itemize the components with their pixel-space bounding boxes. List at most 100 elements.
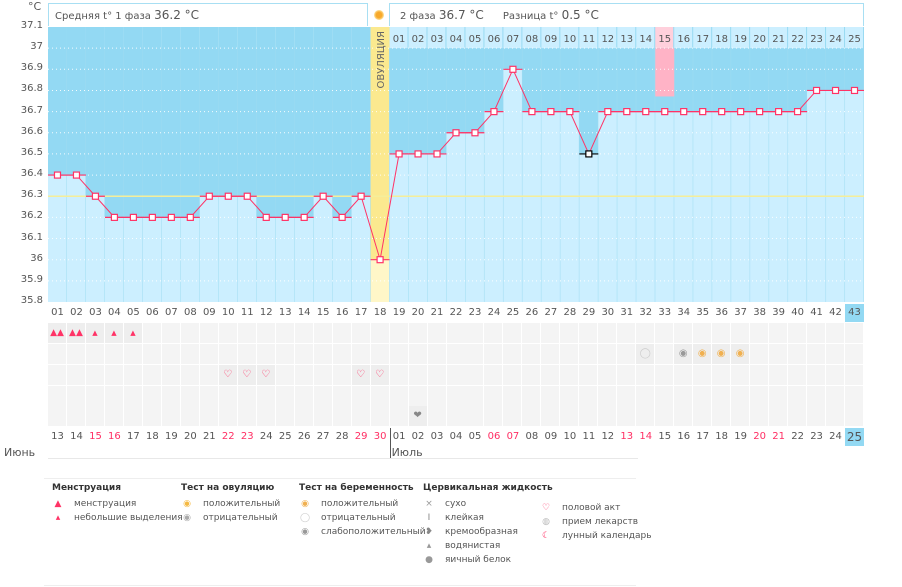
cycle-day-label[interactable]: 11 — [240, 307, 254, 318]
day-cell[interactable] — [541, 386, 560, 406]
day-cell[interactable] — [180, 323, 199, 343]
day-cell[interactable] — [351, 386, 370, 406]
date-label[interactable]: 26 — [297, 431, 311, 442]
day-cell[interactable] — [484, 344, 503, 364]
cycle-day-label[interactable]: 18 — [373, 307, 387, 318]
day-cell[interactable] — [826, 406, 845, 426]
day-cell[interactable] — [313, 365, 332, 385]
day-cell[interactable] — [788, 323, 807, 343]
day-cell[interactable] — [104, 386, 123, 406]
day-cell[interactable] — [408, 323, 427, 343]
cycle-day-label[interactable]: 25 — [506, 307, 520, 318]
day-cell[interactable] — [275, 365, 294, 385]
day-cell[interactable] — [807, 406, 826, 426]
date-label[interactable]: 16 — [677, 431, 691, 442]
date-label[interactable]: 23 — [240, 431, 254, 442]
day-cell[interactable] — [427, 344, 446, 364]
day-cell[interactable] — [807, 344, 826, 364]
date-label[interactable]: 30 — [373, 431, 387, 442]
day-cell[interactable] — [199, 406, 218, 426]
day-cell[interactable] — [731, 406, 750, 426]
cycle-day-label[interactable]: 14 — [297, 307, 311, 318]
day-cell[interactable] — [674, 323, 693, 343]
day-cell[interactable] — [48, 386, 66, 406]
day-cell[interactable] — [826, 344, 845, 364]
day-cell[interactable] — [294, 344, 313, 364]
date-label[interactable]: 04 — [449, 431, 463, 442]
day-cell[interactable] — [541, 323, 560, 343]
day-cell[interactable] — [370, 406, 389, 426]
cycle-day-label[interactable]: 21 — [430, 307, 444, 318]
cycle-day-label[interactable]: 41 — [810, 307, 823, 318]
day-cell[interactable] — [446, 406, 465, 426]
cycle-day-label[interactable]: 23 — [468, 307, 482, 318]
day-cell[interactable] — [275, 344, 294, 364]
day-cell[interactable] — [66, 406, 85, 426]
day-cell[interactable] — [541, 365, 560, 385]
date-label[interactable]: 21 — [202, 431, 216, 442]
date-label[interactable]: 22 — [791, 431, 804, 442]
day-cell[interactable] — [750, 365, 769, 385]
day-cell[interactable] — [769, 386, 788, 406]
cycle-day-label[interactable]: 22 — [449, 307, 463, 318]
day-cell[interactable] — [332, 386, 351, 406]
day-cell[interactable] — [617, 344, 636, 364]
cycle-day-label[interactable]: 15 — [316, 307, 330, 318]
day-cell[interactable] — [845, 386, 864, 406]
date-label[interactable]: 13 — [620, 431, 634, 442]
cycle-day-label[interactable]: 30 — [601, 307, 615, 318]
day-cell[interactable] — [142, 323, 161, 343]
day-cell[interactable] — [807, 386, 826, 406]
date-label[interactable]: 06 — [487, 431, 501, 442]
date-label[interactable]: 20 — [753, 431, 766, 442]
cycle-day-label[interactable]: 05 — [127, 307, 140, 318]
day-cell[interactable] — [693, 323, 712, 343]
date-label[interactable]: 27 — [316, 431, 330, 442]
day-cell[interactable] — [123, 386, 142, 406]
day-cell[interactable] — [769, 323, 788, 343]
day-cell[interactable] — [560, 386, 579, 406]
date-label[interactable]: 09 — [544, 431, 558, 442]
day-cell[interactable] — [541, 344, 560, 364]
cycle-day-label[interactable]: 03 — [89, 307, 102, 318]
day-cell[interactable] — [275, 386, 294, 406]
date-label[interactable]: 17 — [127, 431, 140, 442]
day-cell[interactable] — [66, 386, 85, 406]
day-cell[interactable] — [370, 344, 389, 364]
cycle-day-label[interactable]: 24 — [487, 307, 501, 318]
date-label[interactable]: 15 — [89, 431, 102, 442]
day-cell[interactable] — [674, 406, 693, 426]
day-cell[interactable] — [427, 406, 446, 426]
cycle-day-label[interactable]: 27 — [544, 307, 558, 318]
day-cell[interactable] — [522, 323, 541, 343]
date-label[interactable]: 19 — [164, 431, 178, 442]
cycle-day-label[interactable]: 12 — [259, 307, 273, 318]
date-label[interactable]: 02 — [411, 431, 425, 442]
cycle-day-label[interactable]: 40 — [791, 307, 804, 318]
day-cell[interactable] — [332, 365, 351, 385]
day-cell[interactable] — [408, 344, 427, 364]
day-cell[interactable] — [522, 386, 541, 406]
day-cell[interactable] — [579, 406, 598, 426]
cycle-day-label[interactable]: 01 — [51, 307, 64, 318]
day-cell[interactable] — [180, 406, 199, 426]
date-label[interactable]: 24 — [259, 431, 273, 442]
day-cell[interactable] — [256, 344, 275, 364]
cycle-day-label[interactable]: 32 — [639, 307, 653, 318]
day-cell[interactable] — [237, 386, 256, 406]
cycle-day-label[interactable]: 26 — [525, 307, 539, 318]
day-cell[interactable] — [579, 386, 598, 406]
day-cell[interactable] — [826, 386, 845, 406]
date-label[interactable]: 24 — [829, 431, 842, 442]
day-cell[interactable] — [123, 365, 142, 385]
day-cell[interactable] — [446, 365, 465, 385]
day-cell[interactable] — [522, 344, 541, 364]
date-label[interactable]: 05 — [468, 431, 482, 442]
day-cell[interactable] — [85, 386, 104, 406]
day-cell[interactable] — [693, 386, 712, 406]
day-cell[interactable] — [503, 386, 522, 406]
day-cell[interactable] — [674, 365, 693, 385]
day-cell[interactable] — [579, 344, 598, 364]
date-label[interactable]: 20 — [183, 431, 197, 442]
date-label[interactable]: 18 — [146, 431, 159, 442]
